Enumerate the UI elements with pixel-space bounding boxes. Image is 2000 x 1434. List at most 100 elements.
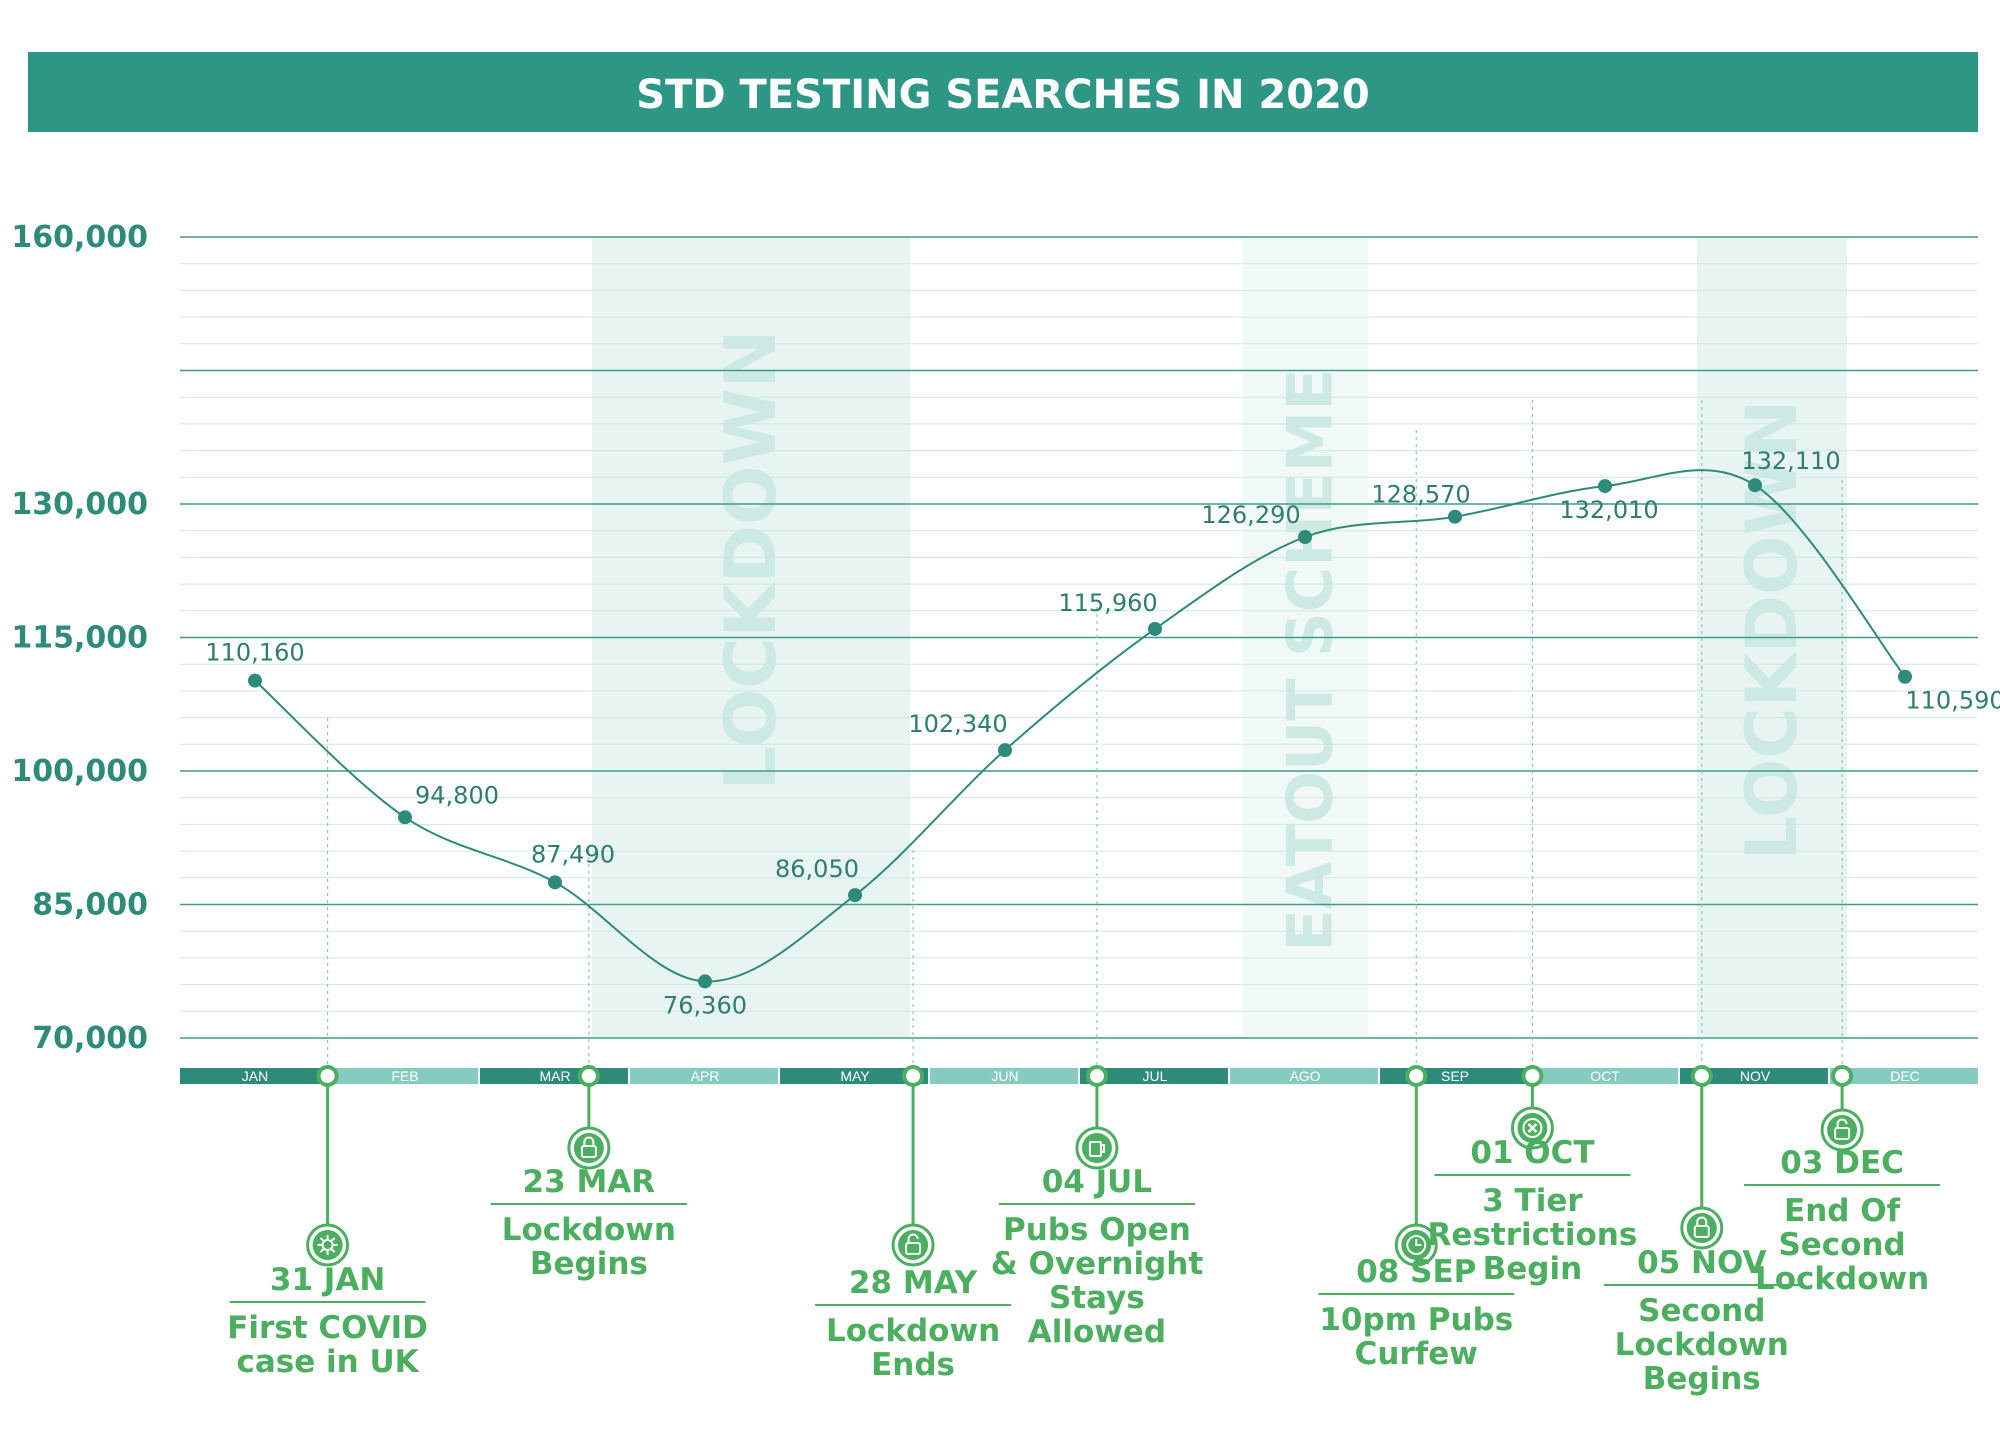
data-point [1298,530,1312,545]
month-label: NOV [1740,1068,1771,1084]
data-point [1748,478,1762,493]
shaded-period-label: LOCKDOWN [710,330,792,791]
month-label: JAN [242,1068,268,1084]
y-axis: 70,000 85,000 100,000 115,000 130,000 160,000 [11,220,148,1056]
series-line [248,469,1912,989]
mug-body [1088,1141,1102,1157]
icon-ring [1522,1118,1543,1138]
event-description: Ends [871,1347,955,1383]
event-description: Restrictions [1428,1217,1638,1253]
shaded-period-label: LOCKDOWN [1731,400,1813,861]
data-label: 110,160 [205,639,304,667]
month-cell [780,1068,928,1084]
event-date: 03 DEC [1780,1145,1904,1181]
virus-spike [319,1248,325,1253]
data-point [1448,509,1462,524]
virus-spike [331,1237,336,1242]
event-description: Lockdown [1755,1261,1929,1297]
event-description: Second [1638,1293,1765,1329]
lock-shackle [583,1136,595,1146]
event-dot [1085,1065,1108,1087]
month-cell [330,1068,478,1084]
month-label: OCT [1590,1068,1620,1084]
month-bar: JAN FEB MAR APR MAY JUN JUL AGO SEP OCT NOV DEC [180,1068,1978,1084]
month-label: JUN [991,1068,1018,1084]
data-point [698,974,712,989]
data-point [548,875,562,890]
data-point [1148,621,1162,636]
month-cell [630,1068,778,1084]
lock-shackle [907,1233,919,1243]
chart-title: STD TESTING SEARCHES IN 2020 [636,72,1369,118]
data-label: 86,050 [775,855,859,883]
data-label: 126,290 [1201,501,1300,529]
event-description: Curfew [1355,1336,1478,1372]
month-label: AGO [1289,1068,1320,1084]
event-dot [1831,1065,1854,1087]
month-label: SEP [1441,1068,1469,1084]
data-label: 94,800 [415,781,499,809]
data-point [248,673,262,688]
event-date: 01 OCT [1470,1135,1594,1171]
month-label: JUL [1143,1068,1168,1084]
month-cell [930,1068,1078,1084]
event-dot [1690,1065,1713,1087]
lock-body [1834,1127,1851,1140]
data-point [998,743,1012,758]
month-label: MAR [539,1068,570,1084]
month-cell [180,1068,328,1084]
event-dot [316,1065,339,1087]
month-label: APR [691,1068,720,1084]
event-description: & Overnight [991,1246,1204,1282]
event-dot [902,1065,925,1087]
lock-shackle [1836,1118,1848,1128]
month-cell [1230,1068,1378,1084]
event-description: case in UK [236,1344,419,1380]
month-cell [1830,1068,1978,1084]
data-label: 76,360 [663,991,747,1019]
y-tick-label: 85,000 [32,888,148,923]
data-label: 87,490 [531,840,615,868]
icon-cross [1527,1123,1538,1133]
lock-body [1693,1225,1710,1238]
y-tick-label: 115,000 [11,621,148,656]
event-date: 05 NOV [1637,1245,1766,1281]
virus-core [321,1239,334,1251]
event-date: 31 JAN [270,1262,385,1298]
event-description: Begins [530,1246,648,1282]
title-banner [28,52,1978,132]
month-cell [1680,1068,1828,1084]
event-description: 3 Tier [1482,1183,1583,1219]
data-label: 110,590 [1905,687,2000,715]
lock-shackle [1696,1216,1708,1226]
series-path [254,469,1906,983]
data-label: 102,340 [908,710,1007,738]
event-date: 28 MAY [849,1265,978,1301]
event-dot [577,1065,600,1087]
data-point [1898,669,1912,684]
data-label: 132,010 [1559,496,1658,524]
event-dot [1405,1065,1428,1087]
event-description: Begin [1483,1251,1583,1287]
data-label: 132,110 [1741,447,1840,475]
data-point [1598,479,1612,494]
event-description: Pubs Open [1003,1212,1191,1248]
event-description: 10pm Pubs [1319,1302,1513,1338]
gridlines [180,236,1978,1039]
event-description: Lockdown [502,1212,676,1248]
lock-body [580,1145,597,1158]
event-description: Lockdown [1615,1327,1789,1363]
virus-spike [331,1248,336,1253]
y-tick-label: 130,000 [11,487,148,522]
clock-hands [1415,1239,1422,1246]
event-description: Lockdown [826,1313,1000,1349]
value-labels: 110,160 94,800 87,490 76,360 86,050 102,340 11… [205,447,2000,1019]
month-cell [1530,1068,1678,1084]
